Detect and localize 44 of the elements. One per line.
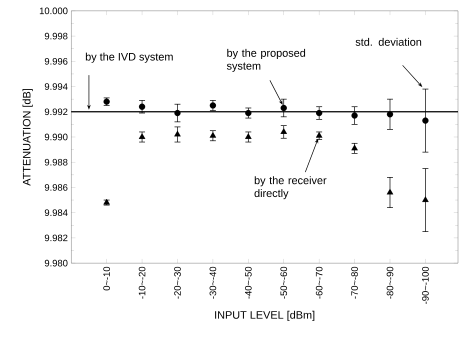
y-tick-label: 9.986 (44, 184, 68, 191)
point (245, 133, 252, 139)
annotation: by the proposed system (226, 48, 306, 72)
point (210, 132, 216, 138)
point (210, 102, 216, 108)
ref-line-label: by the IVD system (86, 52, 173, 63)
point (174, 130, 181, 136)
annotation: std. deviation (356, 38, 422, 46)
point (351, 144, 358, 150)
x-tick-label: -90~-100 (422, 266, 429, 304)
annotation: by the receiver directly (254, 176, 326, 200)
x-tick-label: -70~-80 (351, 266, 358, 299)
y-tick-label: 9.988 (44, 158, 68, 166)
x-tick-label: -50~-60 (280, 266, 288, 299)
x-tick-label: -10~-20 (138, 266, 146, 299)
x-axis-title: INPUT LEVEL [dBm] (215, 310, 314, 321)
point (422, 117, 429, 124)
point (245, 110, 252, 116)
x-tick-label: 0~-10 (103, 266, 110, 290)
point (386, 110, 394, 118)
x-tick-label: -20~-30 (174, 266, 181, 299)
x-tick-label: -40~-50 (244, 266, 252, 299)
point (422, 196, 429, 202)
point (138, 133, 146, 139)
y-tick-label: 10.000 (40, 7, 68, 14)
point (280, 128, 288, 134)
x-tick-label: -80~-90 (386, 266, 394, 299)
point (351, 112, 358, 119)
y-axis-title: ATTENUATION [dB] (22, 88, 33, 186)
x-tick-label: -60~-70 (316, 266, 322, 299)
y-tick-label: 9.990 (44, 134, 68, 140)
y-tick-label: 9.994 (44, 83, 68, 90)
y-tick-label: 9.982 (44, 234, 68, 242)
point (174, 110, 181, 116)
point (138, 103, 146, 110)
x-tick-label: -30~-40 (210, 266, 216, 299)
point (386, 188, 394, 194)
point (280, 104, 287, 112)
point (316, 110, 322, 116)
y-tick-label: 9.980 (44, 260, 68, 266)
y-tick-label: 9.992 (44, 108, 68, 115)
y-tick-label: 9.998 (44, 32, 68, 40)
y-tick-label: 9.984 (44, 209, 68, 216)
y-tick-label: 9.996 (44, 58, 68, 65)
